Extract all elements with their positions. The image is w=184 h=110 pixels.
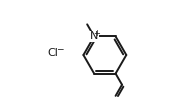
Text: +: + — [93, 29, 100, 38]
Text: N: N — [90, 31, 98, 41]
Text: Cl: Cl — [47, 48, 58, 58]
Text: −: − — [56, 45, 64, 54]
